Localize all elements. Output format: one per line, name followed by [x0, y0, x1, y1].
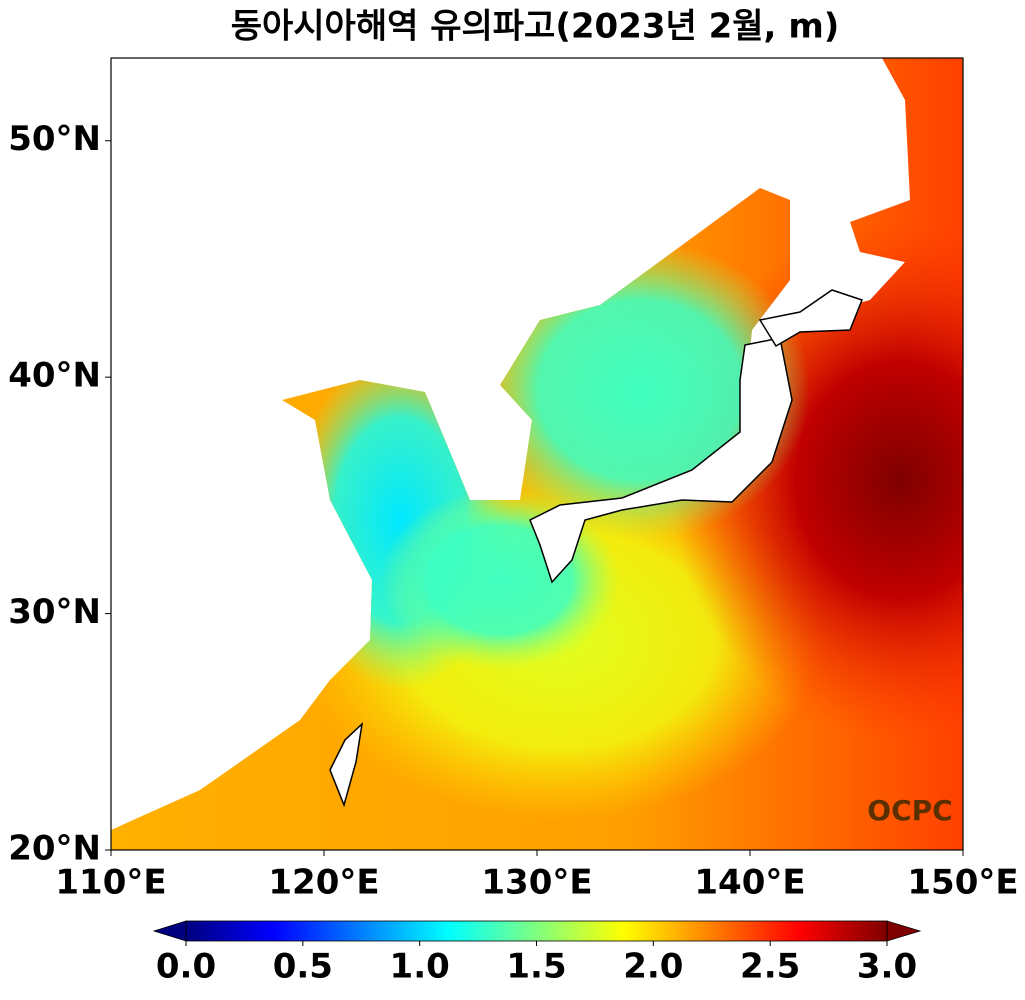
x-tick-label: 150°E — [907, 863, 1018, 903]
x-tick-label: 130°E — [481, 863, 592, 903]
colorbar-tick-label: 1.5 — [506, 947, 566, 987]
colorbar-extend-high — [886, 920, 922, 942]
coastline — [329, 289, 863, 808]
colorbar-tick-label: 2.0 — [623, 947, 683, 987]
colorbar-tick-label: 0.0 — [156, 947, 216, 987]
colorbar-tick-label: 2.5 — [740, 947, 800, 987]
y-tick-label: 40°N — [8, 356, 101, 396]
watermark: OCPC — [867, 794, 952, 827]
chart-title: 동아시아해역 유의파고(2023년 2월, m) — [231, 7, 840, 47]
colorbar-tick-label: 1.0 — [390, 947, 450, 987]
y-tick-label: 20°N — [8, 829, 101, 869]
y-tick-label: 50°N — [8, 119, 101, 159]
x-tick-label: 110°E — [55, 863, 166, 903]
colorbar — [185, 920, 888, 942]
y-tick-label: 30°N — [8, 592, 101, 632]
wave-field — [111, 58, 963, 850]
x-tick-label: 120°E — [268, 863, 379, 903]
colorbar-extend-low — [152, 920, 187, 942]
colorbar-tick-label: 0.5 — [273, 947, 333, 987]
x-tick-label: 140°E — [694, 863, 805, 903]
colorbar-tick-label: 3.0 — [857, 947, 917, 987]
